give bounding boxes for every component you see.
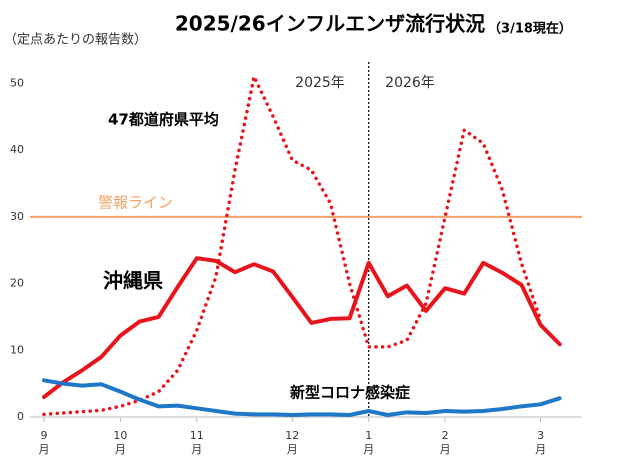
x-tick-label: 12月 bbox=[285, 429, 300, 456]
series-line bbox=[42, 378, 562, 417]
series-line bbox=[42, 256, 562, 399]
y-tick-label: 10 bbox=[10, 343, 24, 356]
x-tick-label: 3月 bbox=[535, 429, 547, 456]
y-tick-label: 50 bbox=[10, 76, 24, 89]
annotation: 2025年 bbox=[295, 75, 345, 91]
x-tick-label: 10月 bbox=[113, 429, 128, 456]
series-label: 47都道府県平均 bbox=[108, 111, 219, 129]
x-tick-label: 11月 bbox=[189, 429, 204, 456]
alarm-label: 警報ライン bbox=[98, 193, 173, 211]
y-tick-label: 0 bbox=[17, 410, 24, 423]
x-tick-label: 9月 bbox=[38, 429, 50, 456]
chart-subtitle: （3/18現在） bbox=[488, 21, 572, 37]
series-label: 沖縄県 bbox=[103, 269, 163, 293]
x-tick-label: 1月 bbox=[363, 429, 375, 456]
y-tick-label: 20 bbox=[10, 277, 24, 290]
y-tick-label: 30 bbox=[10, 210, 24, 223]
x-tick-label: 2月 bbox=[439, 429, 451, 456]
y-tick-label: 40 bbox=[10, 143, 24, 156]
chart-title: 2025/26インフルエンザ流行状況 bbox=[175, 12, 485, 36]
annotation: 2026年 bbox=[385, 75, 435, 91]
series-label: 新型コロナ感染症 bbox=[290, 384, 410, 402]
y-axis-label: （定点あたりの報告数） bbox=[4, 33, 147, 48]
